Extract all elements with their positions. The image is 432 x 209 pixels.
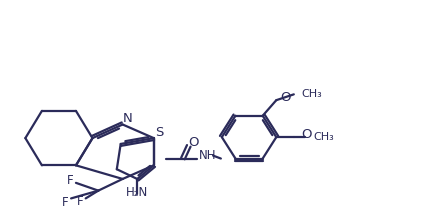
Text: CH₃: CH₃ bbox=[313, 132, 334, 142]
Text: F: F bbox=[76, 195, 83, 208]
Text: O: O bbox=[188, 136, 199, 149]
Text: N: N bbox=[123, 112, 132, 125]
Text: H₂N: H₂N bbox=[126, 186, 148, 199]
Text: S: S bbox=[156, 126, 164, 139]
Text: CH₃: CH₃ bbox=[302, 89, 322, 99]
Text: O: O bbox=[302, 128, 312, 141]
Text: NH: NH bbox=[198, 149, 216, 162]
Text: F: F bbox=[67, 174, 73, 187]
Text: O: O bbox=[280, 91, 291, 104]
Text: F: F bbox=[62, 196, 69, 209]
